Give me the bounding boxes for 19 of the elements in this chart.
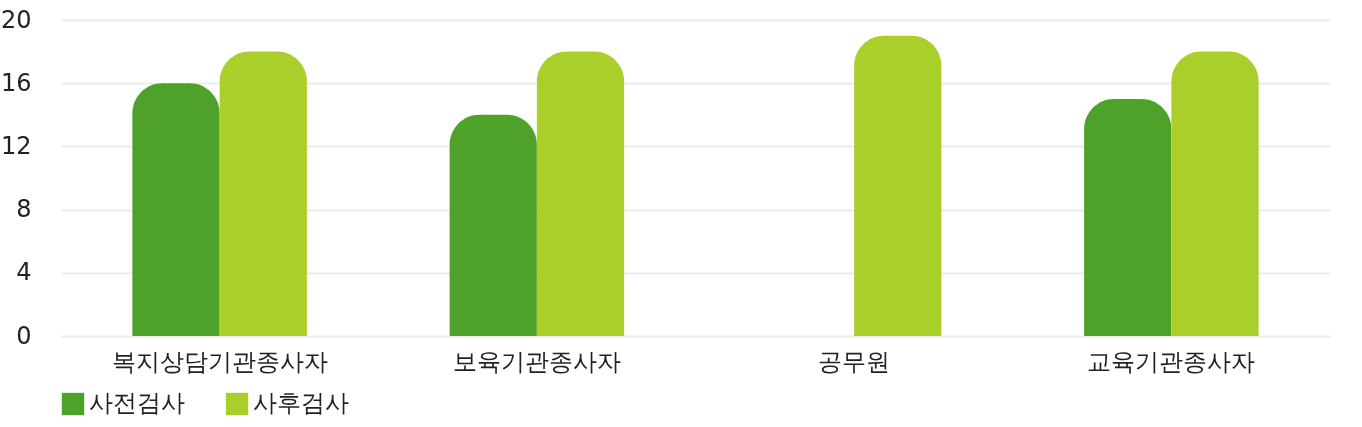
y-tick-label: 8 xyxy=(16,195,32,224)
bar xyxy=(536,51,625,336)
y-tick-label: 12 xyxy=(0,131,32,160)
y-tick-label: 16 xyxy=(0,68,32,97)
x-tick-label: 공무원 xyxy=(818,347,891,376)
x-tick-label: 보육기관종사자 xyxy=(452,347,621,376)
y-tick-label: 20 xyxy=(0,5,32,34)
x-tick-label: 복지상담기관종사자 xyxy=(111,347,328,376)
y-tick-label: 0 xyxy=(16,321,32,350)
bar xyxy=(1084,99,1172,336)
legend-label: 사후검사 xyxy=(253,389,349,417)
bar xyxy=(1171,51,1259,336)
bar xyxy=(219,51,307,336)
y-tick-label: 4 xyxy=(16,258,32,287)
bar xyxy=(854,35,942,336)
bar xyxy=(132,83,220,336)
x-tick-label: 교육기관종사자 xyxy=(1087,347,1256,376)
legend-label: 사전검사 xyxy=(89,389,185,417)
bar xyxy=(449,114,537,336)
